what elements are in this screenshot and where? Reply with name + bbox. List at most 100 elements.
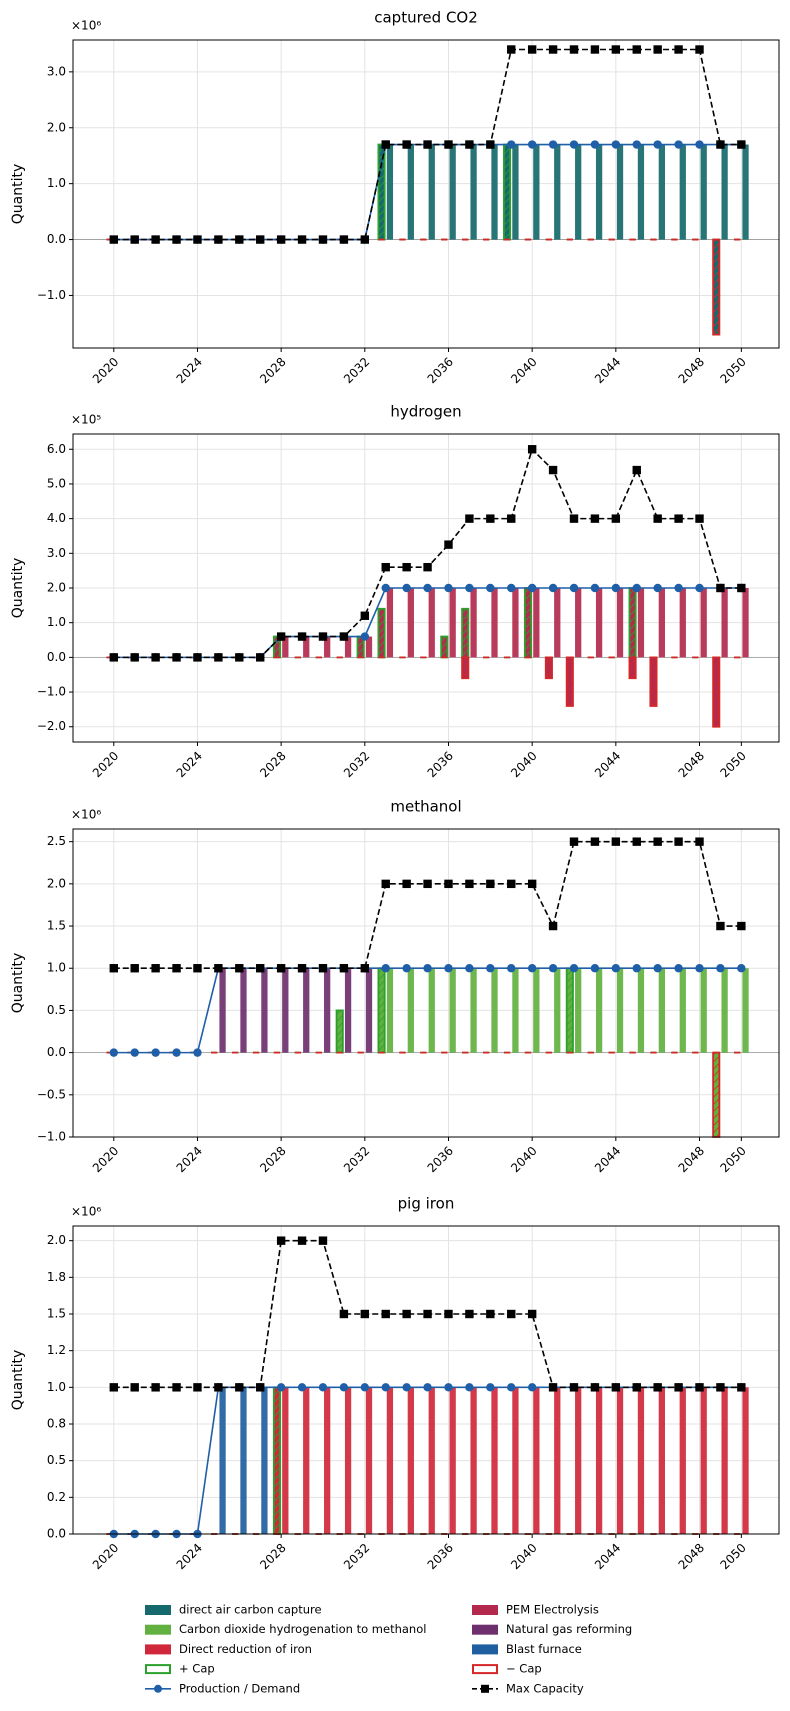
y-tick-label: 2.0 bbox=[47, 1233, 66, 1247]
bar bbox=[512, 968, 519, 1053]
bar bbox=[428, 588, 435, 658]
y-tick-label: 1.2 bbox=[47, 1343, 66, 1357]
legend-swatch bbox=[472, 1644, 498, 1655]
point bbox=[486, 1383, 495, 1392]
point bbox=[402, 964, 411, 973]
point bbox=[465, 1383, 474, 1392]
bar bbox=[386, 588, 394, 658]
point bbox=[569, 140, 579, 149]
bar bbox=[512, 588, 519, 658]
point bbox=[507, 1383, 516, 1392]
point bbox=[716, 1383, 725, 1392]
point bbox=[674, 45, 683, 54]
bar bbox=[219, 1387, 226, 1534]
legend-label: PEM Electrolysis bbox=[506, 1603, 599, 1617]
x-tick-label: 2050 bbox=[717, 1541, 748, 1572]
x-tick-label: 2028 bbox=[257, 355, 288, 386]
x-tick-label: 2024 bbox=[174, 1144, 205, 1175]
point bbox=[444, 1309, 453, 1319]
point bbox=[130, 235, 139, 244]
y-tick-label: 1.0 bbox=[47, 615, 66, 629]
legend-swatch bbox=[145, 1605, 171, 1615]
point bbox=[653, 964, 662, 973]
point bbox=[360, 632, 370, 641]
point bbox=[318, 235, 328, 244]
point bbox=[569, 583, 579, 593]
point bbox=[381, 1309, 390, 1319]
point bbox=[151, 1048, 160, 1057]
point bbox=[465, 879, 474, 889]
point bbox=[695, 45, 704, 54]
point bbox=[172, 653, 181, 662]
cap-bar bbox=[565, 656, 574, 707]
point bbox=[653, 1383, 662, 1392]
x-tick-label: 2032 bbox=[341, 1144, 372, 1175]
cap-bar bbox=[272, 1386, 281, 1535]
point bbox=[360, 611, 370, 620]
point bbox=[235, 1383, 244, 1392]
y-tick-label: 0.0 bbox=[47, 232, 66, 246]
axes-frame bbox=[72, 1225, 780, 1535]
point bbox=[611, 140, 621, 149]
point bbox=[360, 1383, 370, 1392]
point bbox=[695, 583, 704, 593]
y-tick-label: 0.0 bbox=[47, 1527, 66, 1541]
y-axis-label: Quantity bbox=[10, 164, 26, 225]
point bbox=[423, 562, 432, 572]
point bbox=[548, 921, 558, 931]
bar bbox=[721, 1387, 728, 1534]
x-tick-label: 2048 bbox=[676, 355, 707, 386]
point bbox=[695, 514, 704, 523]
point bbox=[716, 921, 725, 931]
point bbox=[402, 1309, 411, 1319]
point bbox=[611, 583, 621, 593]
point bbox=[507, 964, 516, 973]
legend-marker bbox=[481, 1684, 489, 1693]
bar bbox=[324, 1387, 331, 1534]
point bbox=[695, 1383, 704, 1392]
point bbox=[507, 879, 516, 889]
bar bbox=[261, 968, 268, 1053]
bar bbox=[575, 144, 582, 240]
point bbox=[548, 1383, 558, 1392]
point bbox=[590, 1383, 600, 1392]
legend-label: Direct reduction of iron bbox=[179, 1642, 312, 1656]
point bbox=[507, 514, 516, 523]
cap-bar bbox=[335, 1009, 344, 1054]
point bbox=[235, 653, 244, 662]
cap-bar bbox=[712, 1051, 721, 1138]
point bbox=[423, 140, 432, 149]
point bbox=[339, 1383, 349, 1392]
x-tick-label: 2044 bbox=[592, 1541, 623, 1572]
bar bbox=[679, 144, 686, 240]
cap-bar bbox=[377, 607, 386, 659]
axes-frame bbox=[72, 433, 780, 743]
point bbox=[318, 1383, 328, 1392]
point bbox=[695, 140, 704, 149]
bar bbox=[261, 1387, 268, 1534]
bar bbox=[512, 144, 519, 240]
x-tick-label: 2020 bbox=[90, 355, 121, 386]
bar bbox=[595, 144, 603, 240]
point bbox=[297, 1383, 307, 1392]
y-tick-label: 1.5 bbox=[47, 1307, 66, 1321]
point bbox=[527, 45, 537, 54]
point bbox=[381, 964, 390, 973]
point bbox=[632, 140, 641, 149]
bar bbox=[491, 1387, 498, 1534]
point bbox=[674, 837, 683, 846]
cap-bar bbox=[544, 656, 553, 680]
point bbox=[527, 140, 537, 149]
point bbox=[653, 140, 662, 149]
axes-frame bbox=[72, 39, 780, 349]
point bbox=[339, 964, 349, 973]
point bbox=[548, 45, 558, 54]
point bbox=[465, 514, 474, 523]
bar bbox=[700, 588, 707, 658]
bar bbox=[533, 1387, 540, 1534]
y-tick-label: 2.0 bbox=[47, 876, 66, 890]
offset-label: ×10⁶ bbox=[71, 808, 101, 822]
point bbox=[381, 879, 390, 889]
bar bbox=[428, 144, 435, 240]
